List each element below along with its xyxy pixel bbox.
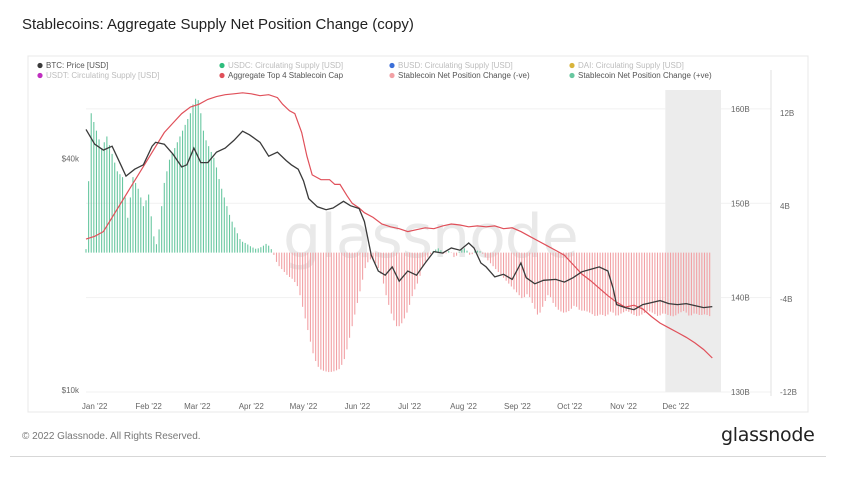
x-tick-3: Apr '22 bbox=[239, 402, 265, 411]
gridlines bbox=[86, 108, 771, 393]
x-tick-8: Sep '22 bbox=[504, 402, 531, 411]
legend-dot-3 bbox=[569, 62, 575, 69]
y-change-tick-1: 4B bbox=[780, 202, 790, 211]
y-cap-tick-3: 130B bbox=[731, 388, 750, 397]
stablecoin-cap-line bbox=[85, 92, 713, 359]
brand-logo-text: glassnode bbox=[721, 424, 815, 446]
legend-label-0: BTC: Price [USD] bbox=[46, 61, 108, 70]
x-tick-5: Jun '22 bbox=[345, 402, 371, 411]
legend-dot-6 bbox=[389, 72, 395, 79]
btc-price-line bbox=[85, 129, 713, 311]
chart: BTC: Price [USD] USDC: Circulating Supply… bbox=[27, 55, 809, 413]
chart-title: Stablecoins: Aggregate Supply Net Positi… bbox=[22, 16, 414, 33]
legend-dot-0 bbox=[37, 62, 43, 69]
legend-label-6: Stablecoin Net Position Change (-ve) bbox=[398, 71, 530, 80]
legend: BTC: Price [USD] USDC: Circulating Supply… bbox=[37, 61, 712, 80]
x-tick-2: Mar '22 bbox=[184, 402, 211, 411]
watermark: glassnode bbox=[283, 202, 578, 272]
forecast-region bbox=[665, 90, 721, 392]
legend-label-7: Stablecoin Net Position Change (+ve) bbox=[578, 71, 712, 80]
y-change-tick-2: -4B bbox=[780, 295, 792, 304]
legend-dot-1 bbox=[219, 62, 225, 69]
legend-label-5: Aggregate Top 4 Stablecoin Cap bbox=[228, 71, 344, 80]
copyright-text: © 2022 Glassnode. All Rights Reserved. bbox=[22, 431, 201, 442]
legend-label-4: USDT: Circulating Supply [USD] bbox=[46, 71, 159, 80]
legend-dot-5 bbox=[219, 72, 225, 79]
y-cap-tick-2: 140B bbox=[731, 294, 750, 303]
y-price-tick-0: $40k bbox=[62, 154, 80, 163]
legend-label-3: DAI: Circulating Supply [USD] bbox=[578, 61, 684, 70]
x-tick-10: Nov '22 bbox=[610, 402, 637, 411]
y-axis-net-change: 12B 4B -4B -12B bbox=[780, 109, 797, 397]
x-tick-11: Dec '22 bbox=[662, 402, 689, 411]
legend-dot-7 bbox=[569, 72, 575, 79]
legend-dot-2 bbox=[389, 62, 395, 69]
legend-label-1: USDC: Circulating Supply [USD] bbox=[228, 61, 343, 70]
x-tick-0: Jan '22 bbox=[82, 402, 108, 411]
legend-label-2: BUSD: Circulating Supply [USD] bbox=[398, 61, 513, 70]
y-cap-tick-1: 150B bbox=[731, 199, 750, 208]
net-position-bars bbox=[85, 98, 711, 373]
y-axis-price: $40k $10k bbox=[62, 154, 80, 395]
y-price-tick-1: $10k bbox=[62, 386, 80, 395]
legend-dot-4 bbox=[37, 72, 43, 79]
y-change-tick-3: -12B bbox=[780, 388, 797, 397]
x-tick-7: Aug '22 bbox=[450, 402, 477, 411]
x-tick-9: Oct '22 bbox=[557, 402, 583, 411]
x-tick-4: May '22 bbox=[290, 402, 318, 411]
y-change-tick-0: 12B bbox=[780, 109, 794, 118]
bottom-divider bbox=[10, 456, 826, 457]
y-cap-tick-0: 160B bbox=[731, 105, 750, 114]
y-axis-cap: 160B 150B 140B 130B bbox=[731, 105, 750, 397]
x-axis: Jan '22 Feb '22 Mar '22 Apr '22 May '22 Jun '… bbox=[82, 402, 690, 411]
x-tick-1: Feb '22 bbox=[135, 402, 162, 411]
x-tick-6: Jul '22 bbox=[398, 402, 421, 411]
